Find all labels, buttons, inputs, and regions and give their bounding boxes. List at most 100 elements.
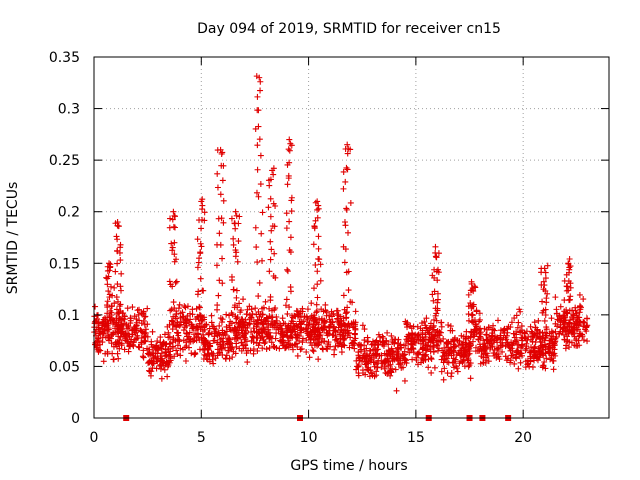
data-point bbox=[477, 360, 484, 367]
data-point bbox=[373, 368, 380, 375]
data-point bbox=[260, 337, 267, 344]
data-point bbox=[343, 309, 350, 316]
data-point bbox=[319, 345, 326, 352]
data-point bbox=[460, 333, 467, 340]
data-point bbox=[108, 331, 115, 338]
y-tick-label: 0.15 bbox=[49, 256, 80, 272]
data-point bbox=[566, 255, 573, 262]
data-point bbox=[116, 345, 123, 352]
data-point bbox=[454, 368, 461, 375]
data-point bbox=[343, 206, 350, 213]
data-point bbox=[329, 332, 336, 339]
data-point bbox=[559, 328, 566, 335]
data-point bbox=[480, 354, 487, 361]
data-point bbox=[314, 281, 321, 288]
data-point bbox=[566, 297, 572, 304]
data-point bbox=[344, 166, 351, 173]
data-point bbox=[552, 335, 559, 342]
data-point bbox=[332, 343, 339, 350]
data-point bbox=[435, 269, 442, 276]
data-point bbox=[127, 317, 134, 324]
data-point bbox=[383, 337, 390, 344]
data-point bbox=[255, 293, 262, 300]
data-point bbox=[531, 344, 538, 351]
data-point bbox=[149, 328, 156, 335]
data-point bbox=[469, 311, 476, 318]
data-point bbox=[216, 230, 223, 237]
data-point bbox=[448, 370, 455, 377]
data-point bbox=[259, 209, 266, 216]
data-point bbox=[319, 335, 326, 342]
y-tick-label: 0.1 bbox=[58, 308, 80, 324]
data-point bbox=[167, 307, 174, 314]
data-point bbox=[219, 280, 226, 287]
data-point bbox=[345, 287, 352, 294]
data-point bbox=[352, 326, 359, 333]
data-point bbox=[248, 306, 255, 313]
data-point bbox=[497, 332, 504, 339]
data-point bbox=[453, 363, 460, 370]
data-point bbox=[340, 292, 347, 299]
data-point bbox=[135, 343, 142, 350]
data-point bbox=[512, 338, 519, 345]
data-point bbox=[174, 319, 181, 326]
data-point bbox=[358, 346, 365, 353]
data-point bbox=[106, 260, 113, 267]
data-point bbox=[217, 191, 224, 198]
data-point bbox=[283, 296, 290, 303]
data-point bbox=[476, 316, 483, 323]
data-point bbox=[555, 330, 562, 337]
data-point bbox=[511, 334, 518, 341]
data-point bbox=[253, 334, 260, 341]
data-point bbox=[168, 240, 175, 247]
data-point bbox=[214, 302, 221, 309]
data-point bbox=[543, 299, 550, 306]
data-point bbox=[511, 360, 518, 367]
data-point bbox=[233, 329, 240, 336]
data-point bbox=[184, 312, 191, 319]
data-point bbox=[327, 318, 334, 325]
data-point bbox=[409, 330, 416, 337]
data-point bbox=[534, 326, 541, 333]
data-point bbox=[431, 364, 438, 371]
data-point bbox=[267, 213, 274, 220]
data-point bbox=[423, 343, 430, 350]
data-point bbox=[280, 320, 287, 327]
data-point bbox=[267, 256, 274, 263]
data-point bbox=[483, 331, 490, 338]
data-point bbox=[157, 343, 164, 350]
data-point bbox=[461, 347, 468, 354]
data-point bbox=[167, 357, 174, 364]
data-point bbox=[141, 338, 148, 345]
data-point bbox=[415, 337, 422, 344]
data-point bbox=[119, 328, 126, 335]
data-point bbox=[326, 323, 333, 330]
data-point bbox=[131, 313, 138, 320]
data-point bbox=[483, 332, 490, 339]
data-point bbox=[112, 341, 119, 348]
data-point bbox=[226, 355, 233, 362]
data-point bbox=[101, 323, 108, 330]
data-point bbox=[481, 340, 488, 347]
data-point bbox=[538, 281, 545, 288]
data-point bbox=[414, 323, 421, 330]
data-point bbox=[219, 177, 226, 184]
data-point bbox=[189, 306, 196, 313]
data-point bbox=[574, 314, 581, 321]
data-point bbox=[398, 344, 405, 351]
data-point bbox=[306, 354, 313, 361]
data-point bbox=[218, 345, 225, 352]
data-point bbox=[431, 266, 438, 273]
data-point bbox=[508, 319, 515, 326]
data-point bbox=[325, 339, 332, 346]
data-point bbox=[422, 353, 429, 360]
data-point bbox=[481, 325, 488, 332]
data-point bbox=[557, 324, 564, 331]
data-point bbox=[169, 344, 176, 351]
data-point bbox=[550, 366, 557, 373]
data-point bbox=[175, 305, 182, 312]
data-point bbox=[268, 227, 275, 234]
data-point bbox=[149, 360, 156, 367]
data-point bbox=[174, 342, 181, 349]
data-point bbox=[400, 352, 407, 359]
